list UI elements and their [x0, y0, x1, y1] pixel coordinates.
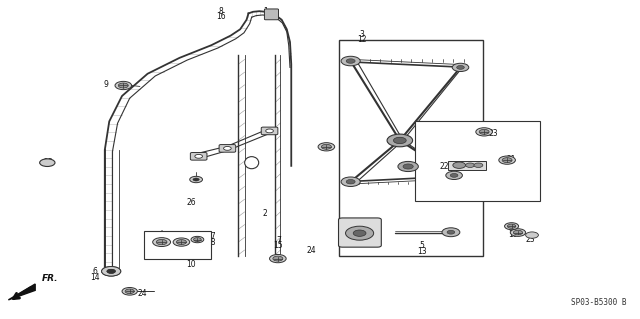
Circle shape: [118, 83, 128, 88]
Circle shape: [191, 236, 204, 243]
FancyBboxPatch shape: [145, 231, 211, 259]
Circle shape: [451, 174, 458, 177]
Text: FR.: FR.: [42, 274, 58, 283]
Text: 7: 7: [276, 236, 281, 245]
Text: 9: 9: [104, 80, 109, 89]
Text: 16: 16: [216, 12, 226, 21]
FancyBboxPatch shape: [339, 41, 483, 256]
Circle shape: [273, 256, 283, 261]
Circle shape: [107, 269, 115, 273]
Circle shape: [474, 163, 483, 167]
Circle shape: [341, 56, 360, 66]
Text: 4: 4: [408, 162, 413, 171]
Text: 25: 25: [44, 158, 53, 167]
FancyBboxPatch shape: [190, 152, 207, 160]
Circle shape: [115, 81, 132, 90]
Text: 18: 18: [207, 238, 216, 247]
Circle shape: [513, 230, 523, 235]
Circle shape: [341, 177, 360, 187]
Text: 10: 10: [186, 260, 196, 270]
Circle shape: [499, 156, 515, 164]
Text: 5: 5: [420, 241, 424, 250]
Text: 17: 17: [207, 232, 216, 241]
Circle shape: [387, 134, 413, 147]
Circle shape: [510, 229, 525, 236]
Circle shape: [107, 269, 115, 273]
Circle shape: [346, 226, 374, 240]
Text: 26: 26: [186, 198, 196, 207]
Circle shape: [457, 65, 465, 69]
Circle shape: [447, 230, 455, 234]
Circle shape: [346, 59, 355, 63]
Circle shape: [40, 159, 55, 167]
Text: 15: 15: [274, 241, 284, 250]
Circle shape: [502, 158, 512, 163]
Circle shape: [476, 128, 492, 136]
Circle shape: [102, 267, 121, 276]
Circle shape: [266, 129, 273, 133]
Circle shape: [442, 228, 460, 237]
Text: 24: 24: [138, 289, 147, 298]
Text: 19: 19: [508, 230, 518, 239]
FancyBboxPatch shape: [219, 145, 236, 152]
Text: 22: 22: [440, 162, 449, 171]
Circle shape: [346, 180, 355, 184]
Circle shape: [195, 154, 202, 158]
Circle shape: [504, 223, 518, 230]
Circle shape: [153, 238, 171, 247]
FancyBboxPatch shape: [264, 9, 278, 20]
Circle shape: [193, 178, 199, 181]
Circle shape: [508, 224, 516, 228]
Circle shape: [403, 164, 413, 169]
Text: 23: 23: [489, 129, 499, 138]
Circle shape: [446, 171, 463, 180]
Text: 3: 3: [359, 30, 364, 39]
Text: 27: 27: [167, 250, 177, 259]
Text: 8: 8: [219, 7, 223, 16]
Circle shape: [394, 137, 406, 144]
Text: 6: 6: [93, 267, 98, 276]
Circle shape: [156, 240, 167, 245]
Circle shape: [353, 230, 366, 236]
Circle shape: [125, 289, 134, 293]
Circle shape: [189, 176, 202, 183]
Circle shape: [122, 287, 138, 295]
Circle shape: [479, 130, 489, 134]
Circle shape: [318, 143, 335, 151]
FancyBboxPatch shape: [261, 127, 278, 135]
Circle shape: [269, 255, 286, 263]
Text: 11: 11: [154, 234, 164, 243]
Ellipse shape: [244, 157, 259, 169]
Text: 12: 12: [356, 35, 366, 44]
Circle shape: [321, 144, 332, 149]
Text: 24: 24: [307, 246, 317, 255]
Circle shape: [193, 238, 201, 241]
Text: SP03-B5300 B: SP03-B5300 B: [571, 298, 627, 307]
Circle shape: [223, 146, 231, 150]
Circle shape: [453, 162, 466, 168]
FancyBboxPatch shape: [415, 122, 540, 201]
Circle shape: [452, 63, 468, 71]
Text: 13: 13: [417, 247, 427, 256]
Text: 20: 20: [320, 143, 330, 152]
Text: 14: 14: [90, 272, 100, 281]
FancyBboxPatch shape: [339, 218, 381, 247]
Circle shape: [398, 161, 419, 172]
Text: 21: 21: [507, 155, 516, 164]
Circle shape: [177, 240, 186, 245]
FancyBboxPatch shape: [448, 161, 486, 170]
Circle shape: [466, 163, 474, 167]
Text: 23: 23: [526, 235, 536, 244]
Circle shape: [525, 232, 538, 238]
Circle shape: [102, 267, 121, 276]
Polygon shape: [8, 284, 35, 300]
Text: 2: 2: [262, 209, 267, 218]
Circle shape: [173, 238, 189, 246]
Text: 1: 1: [263, 7, 268, 16]
